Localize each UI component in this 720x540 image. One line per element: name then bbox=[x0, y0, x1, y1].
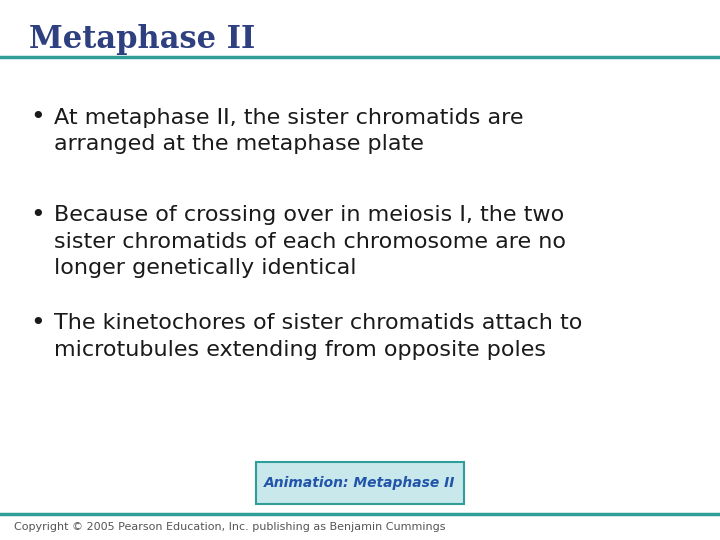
Text: Metaphase II: Metaphase II bbox=[29, 24, 255, 55]
Text: Animation: Metaphase II: Animation: Metaphase II bbox=[264, 476, 456, 490]
Text: At metaphase II, the sister chromatids are
arranged at the metaphase plate: At metaphase II, the sister chromatids a… bbox=[54, 108, 523, 154]
Text: •: • bbox=[30, 202, 45, 226]
Text: •: • bbox=[30, 105, 45, 129]
Text: Copyright © 2005 Pearson Education, Inc. publishing as Benjamin Cummings: Copyright © 2005 Pearson Education, Inc.… bbox=[14, 522, 446, 532]
Text: •: • bbox=[30, 310, 45, 334]
Text: Because of crossing over in meiosis I, the two
sister chromatids of each chromos: Because of crossing over in meiosis I, t… bbox=[54, 205, 566, 278]
Text: The kinetochores of sister chromatids attach to
microtubules extending from oppo: The kinetochores of sister chromatids at… bbox=[54, 313, 582, 360]
FancyBboxPatch shape bbox=[256, 462, 464, 504]
